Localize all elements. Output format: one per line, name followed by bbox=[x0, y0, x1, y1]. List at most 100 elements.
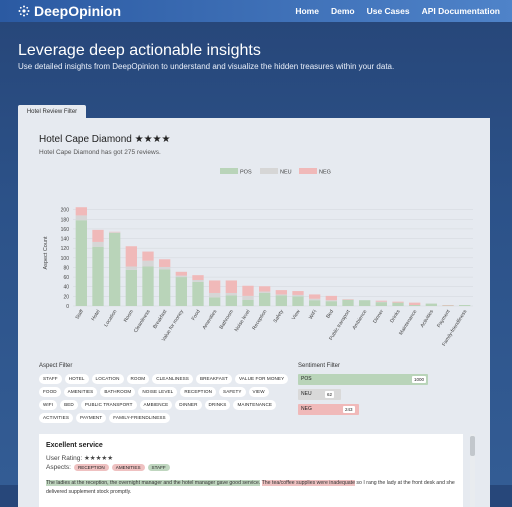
brand-name: DeepOpinion bbox=[34, 3, 122, 19]
nav-links: Home Demo Use Cases API Documentation bbox=[295, 0, 500, 22]
legend-swatch bbox=[220, 168, 238, 174]
rating-label: User Rating: bbox=[46, 455, 83, 462]
aspect-chip[interactable]: SAFETY bbox=[219, 387, 246, 397]
aspect-filter-title: Aspect Filter bbox=[39, 363, 73, 369]
bar-segment bbox=[142, 266, 154, 306]
y-tick-label: 140 bbox=[61, 237, 70, 243]
bar-segment bbox=[109, 232, 121, 306]
aspect-chip[interactable]: CLEANLINESS bbox=[152, 374, 193, 384]
aspect-chip[interactable]: AMBIENCE bbox=[139, 400, 173, 410]
x-tick-label: View bbox=[291, 309, 302, 322]
aspect-chip[interactable]: LOCATION bbox=[91, 374, 124, 384]
aspect-chip[interactable]: BREAKFAST bbox=[195, 374, 232, 384]
bar-segment bbox=[159, 259, 171, 267]
aspect-chip[interactable]: PAYMENT bbox=[76, 413, 107, 423]
sentiment-count: 1000 bbox=[412, 376, 427, 383]
sentiment-label: NEU bbox=[301, 391, 312, 397]
sentiment-label: NEG bbox=[301, 406, 312, 412]
sentiment-bar-pos[interactable]: POS 1000 bbox=[298, 374, 428, 385]
sentiment-count: 62 bbox=[325, 391, 335, 398]
bar-segment bbox=[175, 271, 187, 276]
review-card: Excellent service User Rating: ★★★★★ Asp… bbox=[39, 434, 463, 507]
bar-segment bbox=[192, 279, 204, 282]
bar-segment bbox=[242, 295, 254, 300]
review-scrollbar[interactable] bbox=[470, 434, 475, 507]
bar-segment bbox=[92, 241, 104, 247]
bar-segment bbox=[375, 302, 387, 306]
aspect-tag-reception: RECEPTION bbox=[73, 464, 109, 471]
nav-link-home[interactable]: Home bbox=[295, 6, 319, 16]
aspect-chip[interactable]: BED bbox=[60, 400, 78, 410]
legend-swatch bbox=[260, 168, 278, 174]
hero-subtitle: Use detailed insights from DeepOpinion t… bbox=[18, 62, 395, 71]
y-tick-label: 100 bbox=[61, 256, 70, 262]
nav-link-demo[interactable]: Demo bbox=[330, 6, 355, 16]
x-tick-label: Bed bbox=[325, 309, 335, 320]
aspect-chip[interactable]: FAMILY-FRIENDLINESS bbox=[109, 413, 170, 423]
aspect-chip[interactable]: VALUE FOR MONEY bbox=[234, 374, 289, 384]
y-tick-label: 120 bbox=[61, 246, 70, 252]
nav-link-use-cases[interactable]: Use Cases bbox=[366, 6, 410, 16]
aspect-chip[interactable]: ACTIVITIES bbox=[39, 413, 74, 423]
review-aspects: Aspects: RECEPTION AMENITIES STAFF bbox=[46, 464, 170, 471]
bar-segment bbox=[92, 246, 104, 306]
aspect-chip[interactable]: STAFF bbox=[39, 374, 62, 384]
tab-hotel-review-filter[interactable]: Hotel Review Filter bbox=[18, 105, 86, 118]
bar-segment bbox=[209, 280, 221, 293]
navbar: DeepOpinion Home Demo Use Cases API Docu… bbox=[0, 0, 512, 22]
legend-label: NEU bbox=[280, 170, 292, 176]
sentiment-bar-neu[interactable]: NEU 62 bbox=[298, 389, 341, 400]
bar-segment bbox=[209, 292, 221, 298]
legend-label: POS bbox=[240, 170, 252, 176]
legend-label: NEG bbox=[319, 170, 331, 176]
aspect-chip[interactable]: WIFI bbox=[39, 400, 58, 410]
sentiment-bar-neg[interactable]: NEG 243 bbox=[298, 404, 359, 415]
x-tick-label: Reception bbox=[251, 309, 268, 331]
bar-segment bbox=[159, 269, 171, 306]
y-tick-label: 200 bbox=[61, 208, 70, 214]
aspect-chip[interactable]: DRINKS bbox=[204, 400, 231, 410]
bar-segment bbox=[375, 301, 387, 303]
bar-segment bbox=[75, 215, 87, 221]
brand[interactable]: DeepOpinion bbox=[18, 1, 121, 21]
aspect-chip[interactable]: DINNER bbox=[175, 400, 202, 410]
y-axis-label: Aspect Count bbox=[43, 236, 49, 269]
bar-segment bbox=[292, 291, 304, 295]
aspect-chip[interactable]: RECEPTION bbox=[180, 387, 217, 397]
hero-section: Leverage deep actionable insights Use de… bbox=[0, 22, 512, 507]
x-tick-label: Hotel bbox=[90, 309, 101, 322]
sentiment-label: POS bbox=[301, 376, 312, 382]
aspect-chip[interactable]: PUBLIC TRANSPORT bbox=[80, 400, 137, 410]
bar-segment bbox=[459, 305, 471, 306]
bar-segment bbox=[425, 303, 437, 306]
y-tick-label: 180 bbox=[61, 217, 70, 223]
x-tick-label: Dinner bbox=[372, 309, 385, 325]
review-scroll-thumb[interactable] bbox=[470, 436, 475, 456]
bar-segment bbox=[225, 292, 237, 296]
aspect-chip[interactable]: HOTEL bbox=[64, 374, 89, 384]
bar-segment bbox=[292, 296, 304, 306]
aspect-tag-amenities: AMENITIES bbox=[111, 464, 145, 471]
y-tick-label: 160 bbox=[61, 227, 70, 233]
aspect-chip[interactable]: AMENITIES bbox=[63, 387, 98, 397]
y-tick-label: 80 bbox=[63, 265, 69, 271]
rating-stars: ★★★★★ bbox=[83, 455, 114, 462]
aspect-chip[interactable]: FOOD bbox=[39, 387, 61, 397]
aspect-chip[interactable]: MAINTENANCE bbox=[233, 400, 277, 410]
nav-link-api-docs[interactable]: API Documentation bbox=[421, 6, 500, 16]
bar-segment bbox=[259, 286, 271, 292]
bar-segment bbox=[259, 291, 271, 293]
bar-segment bbox=[409, 302, 421, 306]
aspect-chip[interactable]: VIEW bbox=[248, 387, 269, 397]
aspect-chip[interactable]: BATHROOM bbox=[100, 387, 136, 397]
aspect-tag-staff: STAFF bbox=[147, 464, 170, 471]
y-tick-label: 60 bbox=[63, 275, 69, 281]
x-tick-label: Payment bbox=[436, 308, 452, 328]
x-tick-label: Cleanliness bbox=[133, 308, 152, 334]
aspect-chip[interactable]: ROOM bbox=[126, 374, 150, 384]
review-text-positive: The ladies at the reception, the overnig… bbox=[46, 480, 261, 486]
aspect-chip[interactable]: NOISE LEVEL bbox=[138, 387, 178, 397]
hotel-review-count: Hotel Cape Diamond has got 275 reviews. bbox=[39, 149, 161, 156]
bar-segment bbox=[75, 207, 87, 216]
bar-segment bbox=[409, 305, 421, 306]
